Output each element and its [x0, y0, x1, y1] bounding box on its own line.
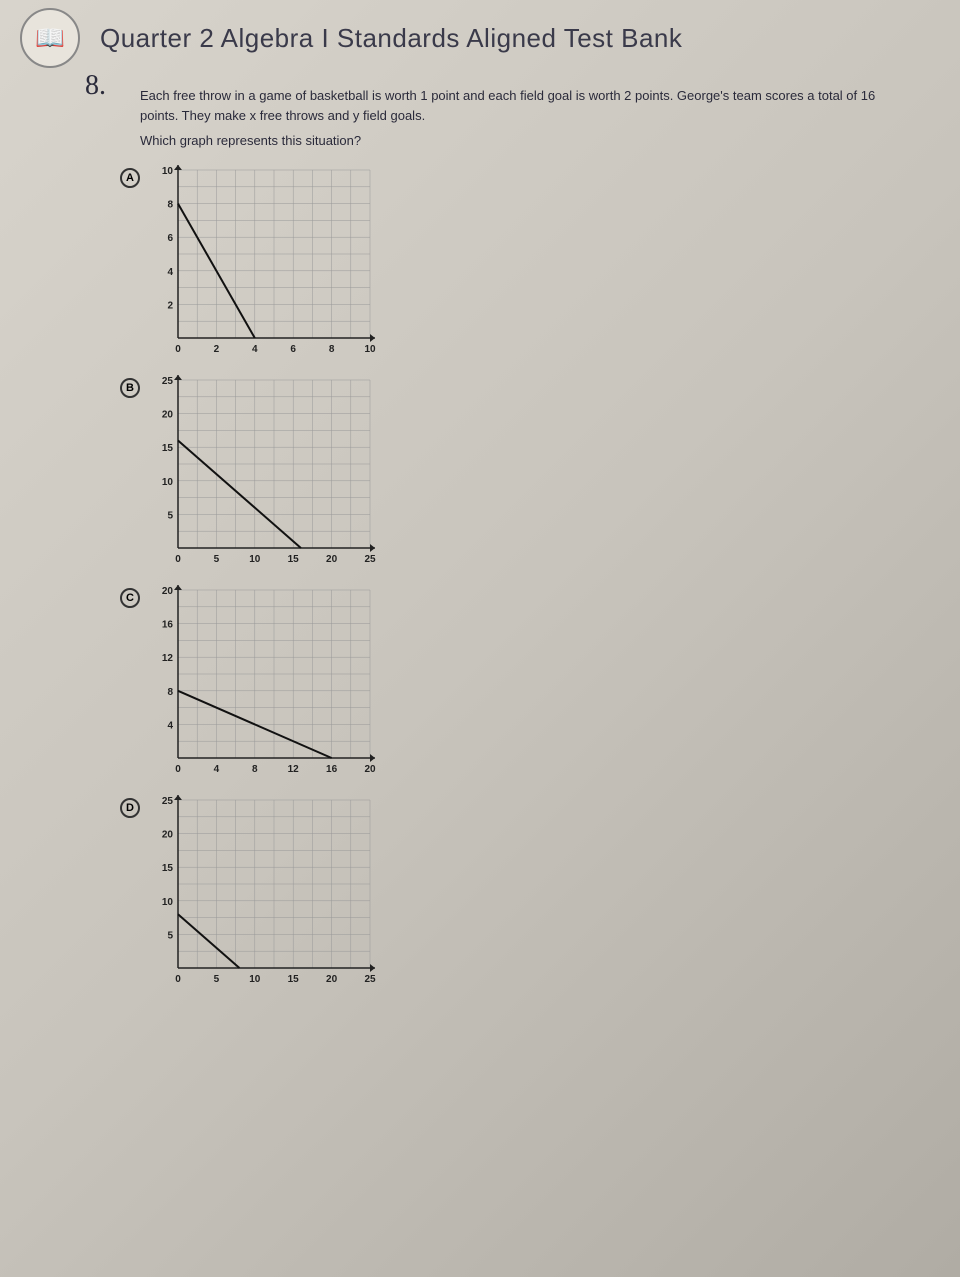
svg-text:6: 6: [290, 344, 296, 355]
choice-label-d: D: [120, 798, 140, 818]
svg-text:8: 8: [329, 344, 335, 355]
svg-text:15: 15: [162, 863, 174, 874]
svg-text:0: 0: [175, 554, 181, 565]
svg-text:2: 2: [167, 300, 173, 311]
svg-text:6: 6: [167, 233, 173, 244]
choice-label-c: C: [120, 588, 140, 608]
svg-text:20: 20: [162, 410, 174, 421]
svg-text:0: 0: [175, 344, 181, 355]
svg-text:25: 25: [364, 554, 376, 565]
svg-text:20: 20: [162, 830, 174, 841]
svg-text:10: 10: [249, 554, 261, 565]
choice-a[interactable]: A 0 2 4 6 8 10 2 4 6 8 10: [120, 160, 880, 360]
graph-a: 0 2 4 6 8 10 2 4 6 8 10: [150, 160, 380, 360]
svg-text:2: 2: [214, 344, 220, 355]
svg-text:5: 5: [214, 554, 220, 565]
svg-text:10: 10: [162, 897, 174, 908]
svg-text:15: 15: [288, 554, 300, 565]
svg-text:4: 4: [167, 720, 173, 731]
svg-text:5: 5: [167, 930, 173, 941]
svg-text:20: 20: [364, 764, 376, 775]
svg-text:0: 0: [175, 764, 181, 775]
svg-text:12: 12: [162, 653, 174, 664]
svg-text:12: 12: [288, 764, 300, 775]
svg-text:15: 15: [288, 974, 300, 985]
svg-text:5: 5: [214, 974, 220, 985]
choice-c[interactable]: C 0 4 8 12 16 20 4 8 12 16 20: [120, 580, 880, 780]
graph-c: 0 4 8 12 16 20 4 8 12 16 20: [150, 580, 380, 780]
svg-text:0: 0: [175, 974, 181, 985]
svg-text:8: 8: [167, 200, 173, 211]
svg-text:20: 20: [326, 554, 338, 565]
graph-b: 0 5 10 15 20 25 5 10 15 20 25: [150, 370, 380, 570]
svg-text:15: 15: [162, 443, 174, 454]
graph-d: 0 5 10 15 20 25 5 10 15 20 25: [150, 790, 380, 990]
svg-text:20: 20: [326, 974, 338, 985]
question-prompt: Which graph represents this situation?: [140, 133, 880, 148]
svg-text:16: 16: [326, 764, 338, 775]
svg-text:4: 4: [214, 764, 220, 775]
page-title: Quarter 2 Algebra I Standards Aligned Te…: [100, 23, 682, 54]
svg-text:4: 4: [252, 344, 258, 355]
svg-text:10: 10: [249, 974, 261, 985]
svg-text:8: 8: [167, 687, 173, 698]
svg-text:10: 10: [162, 166, 174, 177]
svg-text:8: 8: [252, 764, 258, 775]
choice-d[interactable]: D 0 5 10 15 20 25 5 10 15 20 25: [120, 790, 880, 990]
page-header: 📖 Quarter 2 Algebra I Standards Aligned …: [0, 0, 960, 76]
choice-label-b: B: [120, 378, 140, 398]
svg-text:25: 25: [162, 376, 174, 387]
svg-text:25: 25: [364, 974, 376, 985]
answer-choices: A 0 2 4 6 8 10 2 4 6 8 10 B 0 5 10 15 20 25 5 10 15 20 25 C …: [120, 160, 880, 990]
school-logo-icon: 📖: [20, 8, 80, 68]
question-text: Each free throw in a game of basketball …: [140, 86, 880, 125]
svg-text:10: 10: [364, 344, 376, 355]
svg-text:10: 10: [162, 477, 174, 488]
svg-text:20: 20: [162, 586, 174, 597]
svg-text:4: 4: [167, 267, 173, 278]
question-number: 8.: [85, 70, 106, 102]
svg-text:5: 5: [167, 510, 173, 521]
choice-label-a: A: [120, 168, 140, 188]
svg-text:16: 16: [162, 620, 174, 631]
question-container: 8. Each free throw in a game of basketba…: [0, 76, 960, 1010]
svg-text:25: 25: [162, 796, 174, 807]
choice-b[interactable]: B 0 5 10 15 20 25 5 10 15 20 25: [120, 370, 880, 570]
